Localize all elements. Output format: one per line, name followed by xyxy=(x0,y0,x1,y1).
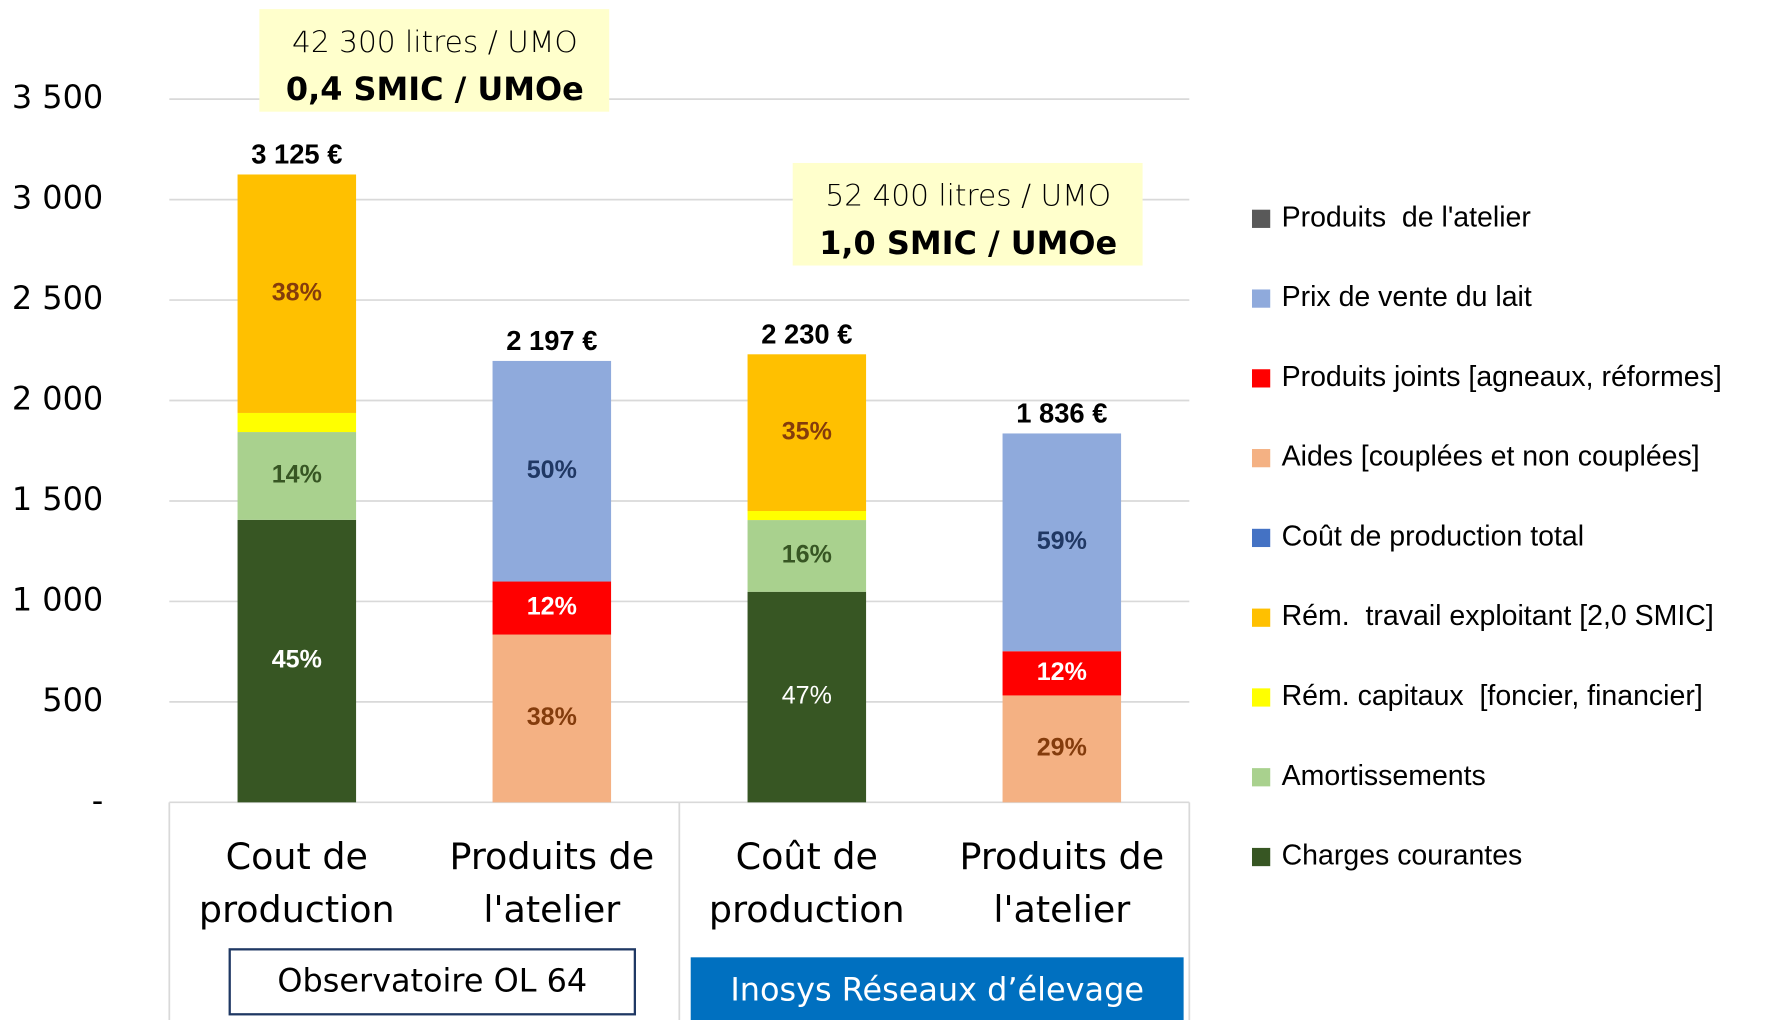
legend-label: Charges courantes xyxy=(1282,840,1523,872)
bar-segment xyxy=(747,591,867,803)
y-tick-label: 1 500 xyxy=(12,480,103,518)
annotation-line: 0,4 SMIC / UMOe xyxy=(286,70,584,108)
bar-segment xyxy=(747,354,867,512)
segment-label: 29% xyxy=(1037,734,1087,762)
total-label: 3 125 € xyxy=(251,138,342,169)
legend-label: Produits de l'atelier xyxy=(1282,201,1532,233)
annotation-line: 52 400 litres / UMO xyxy=(825,178,1111,213)
annotation-box xyxy=(259,9,610,112)
y-tick-label: 2 000 xyxy=(12,380,103,418)
segment-label: 47% xyxy=(782,682,832,710)
segment-label: 14% xyxy=(272,461,322,489)
legend-swatch xyxy=(1251,768,1271,787)
total-label: 1 836 € xyxy=(1016,397,1107,428)
x-tick-label: Coût de production xyxy=(709,835,905,931)
bar-segment xyxy=(237,432,357,520)
bar-segment xyxy=(237,519,357,803)
legend-swatch xyxy=(1251,369,1271,388)
segment-label: 38% xyxy=(527,703,577,731)
segment-label: 45% xyxy=(272,646,322,674)
legend-swatch xyxy=(1251,449,1271,468)
total-label: 2 230 € xyxy=(761,318,852,349)
segment-label: 12% xyxy=(527,593,577,621)
bar-segment xyxy=(1002,651,1122,696)
y-tick-label: 500 xyxy=(42,681,103,719)
group-label: Observatoire OL 64 xyxy=(277,961,587,999)
bar-segment xyxy=(1002,433,1122,652)
legend-swatch xyxy=(1251,688,1271,707)
legend-label: Prix de vente du lait xyxy=(1282,281,1532,313)
legend-label: Aides [couplées et non couplées] xyxy=(1282,441,1700,473)
legend-swatch xyxy=(1251,528,1271,548)
y-tick-label: 3 000 xyxy=(12,179,103,217)
y-tick-label: 2 500 xyxy=(12,279,103,317)
segment-label: 38% xyxy=(272,278,322,306)
segment-label: 50% xyxy=(527,456,577,484)
annotation-line: 1,0 SMIC / UMOe xyxy=(819,224,1117,262)
bar-segment xyxy=(237,174,357,413)
legend-swatch xyxy=(1251,847,1271,867)
legend-label: Amortissements xyxy=(1282,760,1486,792)
y-tick-label: - xyxy=(92,781,104,819)
bar-segment xyxy=(1002,695,1122,803)
y-tick-label: 3 500 xyxy=(12,78,103,116)
bar-segment xyxy=(747,511,867,521)
annotation-box xyxy=(792,162,1143,266)
group-box xyxy=(228,948,637,1016)
segment-label: 12% xyxy=(1037,658,1087,686)
y-tick-label: 1 000 xyxy=(12,580,103,618)
legend-swatch xyxy=(1251,289,1271,308)
group-box xyxy=(690,957,1184,1020)
segment-label: 35% xyxy=(782,417,832,445)
segment-label: 16% xyxy=(782,541,832,569)
x-tick-label: Produits de l'atelier xyxy=(449,835,654,931)
bar-segment xyxy=(492,581,612,635)
bar-segment xyxy=(492,360,612,582)
bar-segment xyxy=(747,520,867,592)
legend-label: Coût de production total xyxy=(1282,520,1584,552)
x-tick-label: Produits de l'atelier xyxy=(959,835,1164,931)
legend-label: Produits joints [agneaux, réformes] xyxy=(1282,361,1722,393)
legend-swatch xyxy=(1251,608,1271,627)
legend-label: Rém. travail exploitant [2,0 SMIC] xyxy=(1282,600,1714,632)
legend-swatch xyxy=(1251,209,1271,228)
annotation-line: 42 300 litres / UMO xyxy=(292,24,578,59)
x-tick-label: Cout de production xyxy=(199,835,395,931)
bar-segment xyxy=(492,634,612,803)
bar-segment xyxy=(237,412,357,433)
segment-label: 59% xyxy=(1037,527,1087,555)
group-label: Inosys Réseaux d’élevage xyxy=(730,971,1144,1009)
legend-label: Rém. capitaux [foncier, financier] xyxy=(1282,680,1703,712)
total-label: 2 197 € xyxy=(506,325,597,356)
